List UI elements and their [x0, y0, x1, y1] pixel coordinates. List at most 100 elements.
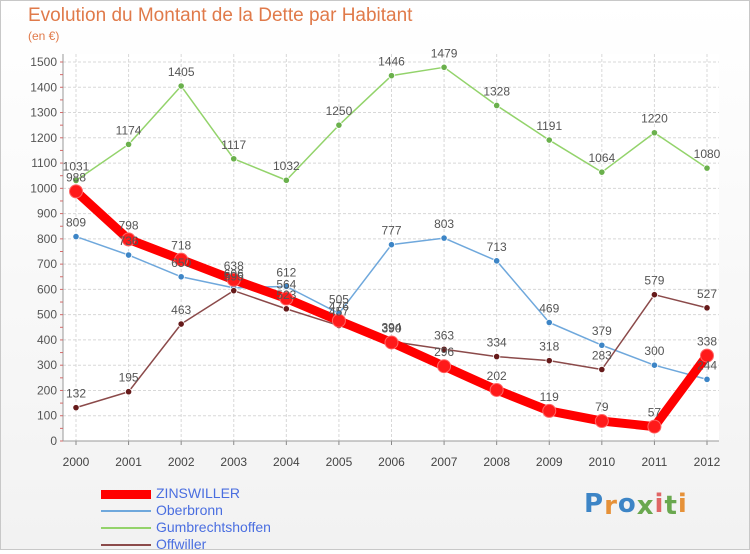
data-label: 606 [224, 267, 244, 281]
x-tick-label: 2005 [326, 455, 353, 469]
data-point [437, 359, 452, 374]
data-label: 79 [595, 400, 609, 414]
data-point [493, 353, 501, 361]
data-point [177, 273, 185, 281]
data-point [545, 357, 553, 365]
data-label: 777 [381, 224, 401, 238]
data-label: 296 [434, 345, 454, 359]
x-tick-label: 2012 [694, 455, 721, 469]
data-label: 713 [487, 240, 507, 254]
x-tick-label: 2006 [378, 455, 405, 469]
data-point [72, 176, 80, 185]
data-point [489, 382, 504, 397]
data-point [282, 282, 290, 290]
data-label: 505 [329, 292, 349, 306]
x-tick-label: 2007 [431, 455, 458, 469]
data-label: 638 [224, 259, 244, 273]
data-label: 334 [487, 336, 507, 350]
data-point [387, 241, 396, 249]
data-point [598, 168, 606, 176]
data-point [594, 414, 609, 429]
x-tick-label: 2001 [115, 455, 142, 469]
y-tick-label: 1200 [30, 131, 57, 145]
data-label: 469 [539, 301, 559, 315]
data-point [440, 234, 448, 242]
data-point [542, 403, 557, 418]
data-point [440, 63, 448, 71]
data-label: 390 [381, 321, 401, 335]
data-label: 1479 [431, 46, 458, 60]
chart-legend: ZINSWILLER Oberbronn Gumbrechtshoffen Offwi… [101, 485, 361, 554]
data-label: 595 [224, 270, 244, 284]
data-point [279, 291, 294, 306]
data-label: 718 [171, 239, 191, 253]
data-point [598, 365, 606, 374]
legend-swatch [101, 490, 151, 499]
legend-swatch [101, 527, 151, 529]
data-label: 463 [171, 303, 191, 317]
legend-swatch [101, 544, 151, 546]
data-label: 318 [539, 340, 559, 354]
data-label: 612 [276, 265, 296, 279]
y-tick-label: 200 [37, 383, 57, 397]
x-tick-label: 2011 [642, 455, 668, 469]
data-label: 1064 [588, 151, 615, 165]
data-point [72, 404, 80, 412]
chart-subtitle: (en €) [28, 29, 60, 43]
data-point [493, 257, 501, 265]
x-tick-label: 2008 [483, 455, 510, 469]
x-tick-label: 2010 [588, 455, 615, 469]
data-label: 394 [381, 320, 401, 334]
data-label: 202 [487, 369, 507, 383]
data-point [230, 155, 238, 163]
data-label: 363 [434, 328, 454, 342]
y-tick-label: 500 [37, 308, 57, 322]
data-point [647, 419, 662, 434]
data-point [124, 388, 133, 396]
data-label: 1174 [116, 123, 142, 137]
data-point [72, 232, 80, 241]
y-tick-label: 700 [37, 257, 57, 271]
data-label: 798 [119, 218, 139, 232]
data-label: 564 [276, 277, 296, 291]
data-point [177, 320, 185, 328]
data-label: 1031 [63, 160, 90, 174]
x-tick-label: 2002 [168, 455, 195, 469]
data-label: 1328 [483, 84, 510, 98]
data-point [650, 129, 659, 137]
legend-item: Oberbronn [101, 502, 361, 520]
data-point [440, 345, 448, 353]
data-point [174, 252, 189, 267]
y-tick-label: 300 [37, 358, 57, 372]
data-point [335, 121, 343, 129]
data-label: 244 [697, 358, 717, 372]
y-tick-label: 100 [37, 409, 57, 423]
data-point [384, 335, 399, 350]
data-label: 1032 [273, 159, 300, 173]
y-tick-label: 1500 [30, 55, 57, 69]
data-point [230, 287, 238, 295]
data-label: 988 [66, 170, 86, 184]
data-label: 1405 [168, 65, 195, 79]
data-label: 300 [644, 344, 664, 358]
data-point [703, 304, 711, 312]
data-point [331, 313, 346, 328]
data-point [282, 176, 290, 184]
data-point [703, 375, 711, 383]
y-tick-label: 0 [50, 434, 57, 448]
data-point [282, 305, 290, 313]
data-point [598, 341, 606, 349]
y-tick-label: 1000 [30, 181, 57, 195]
data-label: 195 [119, 371, 139, 385]
x-tick-label: 2004 [273, 455, 300, 469]
data-label: 379 [592, 324, 612, 338]
data-label: 283 [592, 348, 612, 362]
data-point [545, 136, 553, 144]
y-tick-label: 1300 [30, 106, 57, 120]
data-label: 1117 [221, 138, 246, 152]
data-label: 650 [171, 256, 191, 270]
y-tick-label: 400 [37, 333, 57, 347]
data-point [69, 184, 83, 199]
